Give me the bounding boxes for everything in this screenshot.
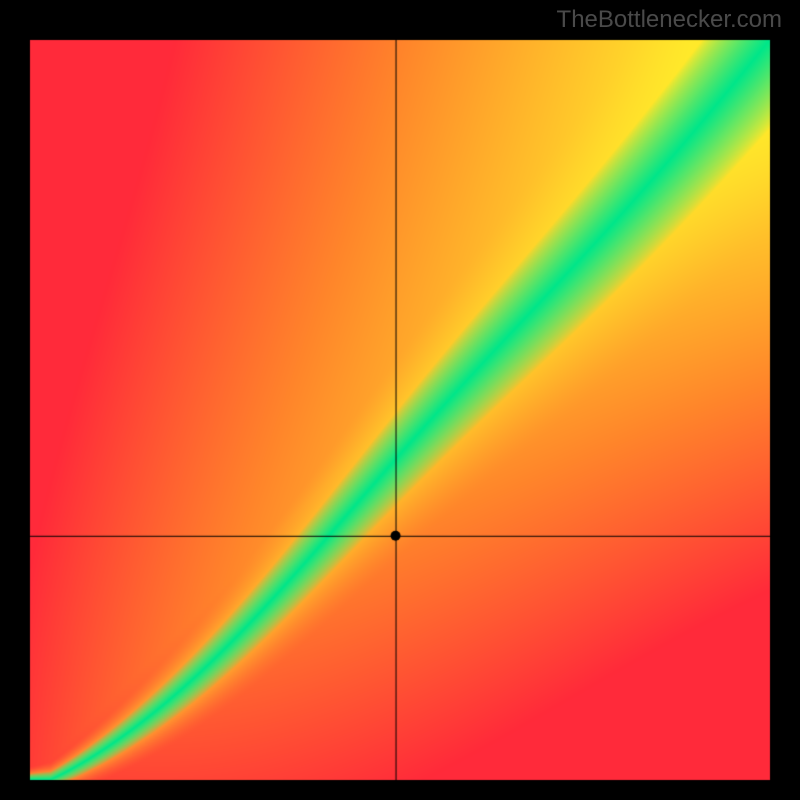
chart-container: { "watermark": { "text": "TheBottlenecke… [0, 0, 800, 800]
bottleneck-heatmap-canvas [0, 0, 800, 800]
watermark-text: TheBottlenecker.com [557, 6, 782, 34]
